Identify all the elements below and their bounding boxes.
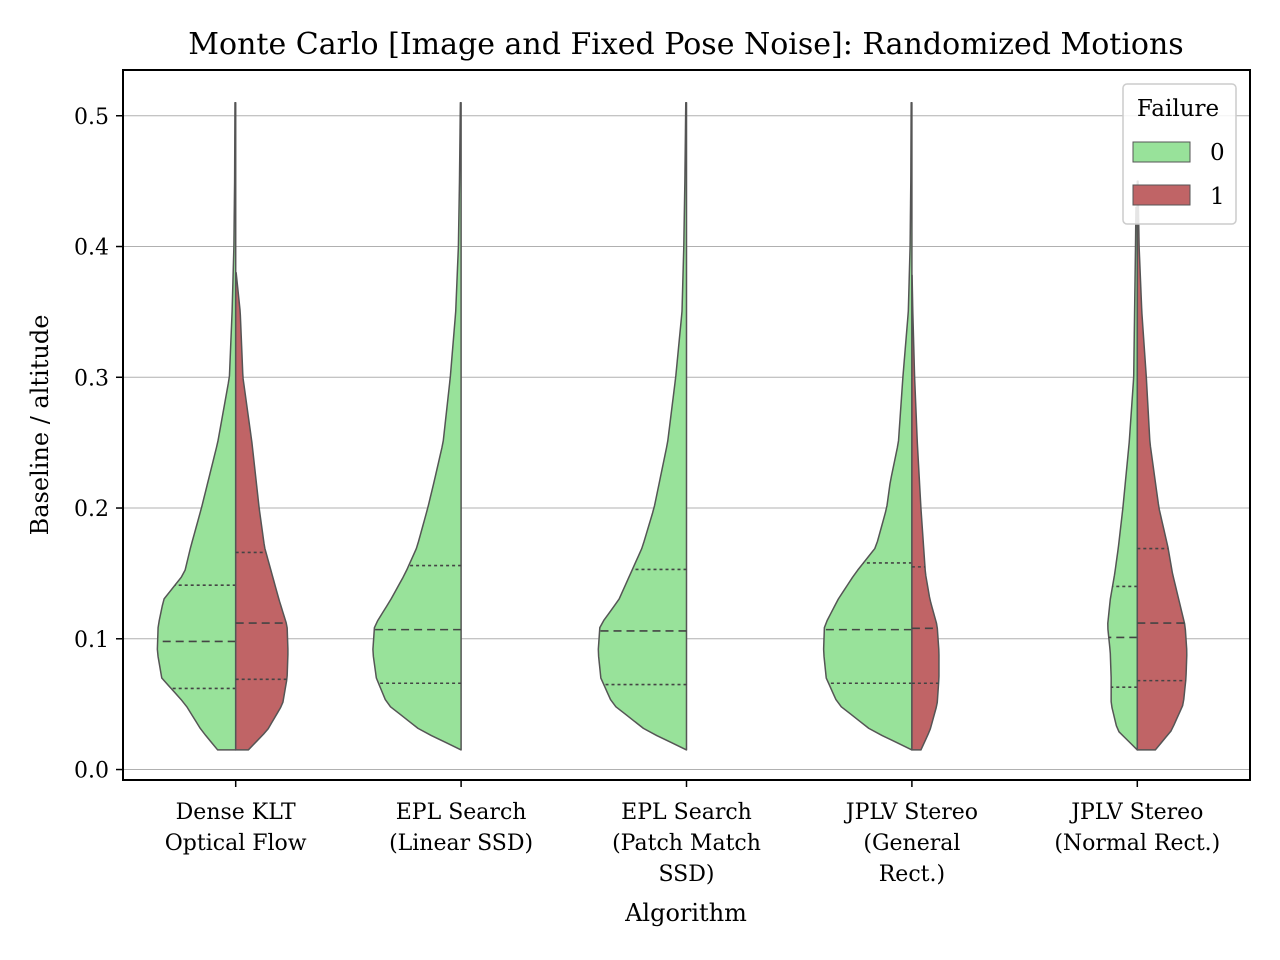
y-axis-label: Baseline / altitude <box>26 315 54 536</box>
legend: Failure 0 1 <box>1122 83 1237 225</box>
legend-swatch-0 <box>1132 141 1191 163</box>
y-tick-label: 0.0 <box>74 759 109 784</box>
y-axis: 0.0 0.1 0.2 0.3 0.4 0.5 <box>74 105 123 784</box>
y-tick-label: 0.5 <box>74 105 109 130</box>
x-axis-label: Algorithm <box>624 899 747 927</box>
violin-1-0 <box>234 271 289 751</box>
plot-area <box>156 101 1188 751</box>
x-tick-label: Dense KLT Optical Flow <box>165 800 307 856</box>
violin-0-2 <box>597 101 688 751</box>
violin-0-3 <box>822 101 913 751</box>
y-tick-label: 0.2 <box>74 497 109 522</box>
x-axis: Dense KLT Optical Flow EPL Search (Linear S… <box>165 780 1220 887</box>
y-tick-label: 0.3 <box>74 366 109 391</box>
violin-1-3 <box>911 274 940 751</box>
legend-title: Failure <box>1137 96 1219 122</box>
x-tick-label: JPLV Stereo (General Rect.) <box>844 800 978 887</box>
violin-0-0 <box>156 101 237 751</box>
x-tick-label: EPL Search (Patch Match SSD) <box>612 800 761 887</box>
violin-1-4 <box>1136 180 1188 751</box>
chart-title: Monte Carlo [Image and Fixed Pose Noise]… <box>188 27 1183 62</box>
violin-0-4 <box>1107 206 1139 751</box>
violin-0-1 <box>372 101 462 751</box>
x-tick-label: JPLV Stereo (Normal Rect.) <box>1054 800 1220 856</box>
legend-swatch-1 <box>1132 184 1191 206</box>
y-tick-label: 0.1 <box>74 628 109 653</box>
x-tick-label: EPL Search (Linear SSD) <box>389 800 533 856</box>
legend-label-1: 1 <box>1210 184 1225 210</box>
y-tick-label: 0.4 <box>74 236 109 261</box>
legend-label-0: 0 <box>1210 140 1225 166</box>
